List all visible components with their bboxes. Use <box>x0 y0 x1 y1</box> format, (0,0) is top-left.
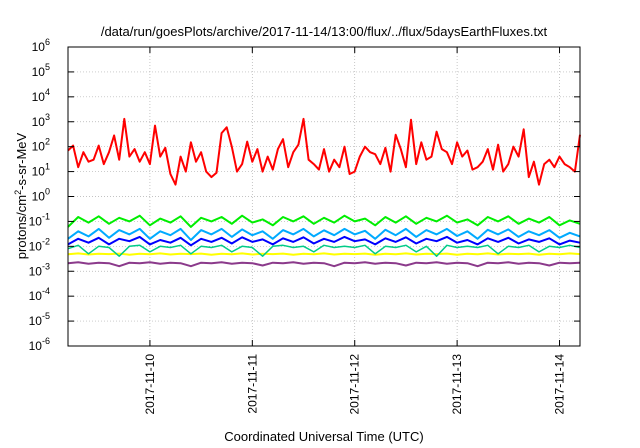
y-tick-label: 101 <box>32 162 50 179</box>
y-tick-label: 102 <box>32 137 50 154</box>
x-axis-ticks: 2017-11-10 2017-11-11 2017-11-12 2017-11-13… <box>143 47 567 415</box>
y-tick-label-base: 10 <box>29 339 43 353</box>
y-tick-label-exponent: -1 <box>42 211 50 221</box>
x-tick-label: 2017-11-13 <box>450 354 464 415</box>
y-tick-label-exponent: -3 <box>42 261 50 271</box>
y-tick-label: 10-4 <box>29 286 50 303</box>
y-tick-label-base: 10 <box>29 214 43 228</box>
y-tick-label-exponent: 5 <box>45 62 50 72</box>
y-tick-label: 10-2 <box>29 236 50 253</box>
y-tick-label-base: 10 <box>32 40 46 54</box>
y-tick-label: 103 <box>32 112 50 129</box>
x-tick-label: 2017-11-11 <box>245 354 259 414</box>
series-line-5 <box>67 244 581 257</box>
series-layer <box>67 117 581 268</box>
y-tick-label-base: 10 <box>29 289 43 303</box>
y-tick-label: 10-1 <box>29 211 50 228</box>
y-axis-label: protons/cm2-s-sr-MeV <box>13 132 29 259</box>
y-axis-label-rest: -s-sr-MeV <box>14 132 29 189</box>
series-line-1 <box>67 117 581 186</box>
y-tick-label-exponent: -2 <box>42 236 50 246</box>
y-tick-label: 105 <box>32 62 50 79</box>
x-tick-label: 2017-11-12 <box>348 354 362 415</box>
y-tick-label-exponent: -4 <box>42 286 50 296</box>
y-tick-label: 100 <box>32 187 50 204</box>
y-tick-label-base: 10 <box>32 190 46 204</box>
y-tick-label-exponent: 0 <box>45 187 50 197</box>
y-tick-label-base: 10 <box>29 314 43 328</box>
series-line-3 <box>67 227 581 241</box>
series-line-7 <box>67 261 581 268</box>
y-tick-label: 10-6 <box>29 336 50 353</box>
y-tick-label-exponent: -5 <box>42 311 50 321</box>
y-tick-label-base: 10 <box>32 165 46 179</box>
x-axis-label: Coordinated Universal Time (UTC) <box>224 429 423 444</box>
y-tick-label-exponent: 2 <box>45 137 50 147</box>
series-line-6 <box>67 252 581 256</box>
y-tick-label-exponent: 1 <box>45 162 50 172</box>
y-tick-label: 104 <box>32 87 50 104</box>
series-line-2 <box>67 214 581 228</box>
x-tick-label: 2017-11-14 <box>553 354 567 415</box>
y-tick-label-base: 10 <box>32 65 46 79</box>
y-tick-label-base: 10 <box>32 90 46 104</box>
y-tick-label-base: 10 <box>29 239 43 253</box>
y-axis-label-base: protons/cm <box>14 195 29 259</box>
y-tick-label-exponent: 4 <box>45 87 50 97</box>
y-tick-label-base: 10 <box>32 115 46 129</box>
y-tick-label: 106 <box>32 37 50 54</box>
series-line-4 <box>67 235 581 247</box>
grid-lines <box>68 47 580 346</box>
y-axis-ticks: 10-610-510-410-310-210-11001011021031041… <box>29 37 580 353</box>
chart-title: /data/run/goesPlots/archive/2017-11-14/1… <box>101 24 548 39</box>
y-tick-label: 10-3 <box>29 261 50 278</box>
y-tick-label-base: 10 <box>29 264 43 278</box>
y-tick-label: 10-5 <box>29 311 50 328</box>
y-tick-label-exponent: 6 <box>45 37 50 47</box>
y-tick-label-exponent: 3 <box>45 112 50 122</box>
y-tick-label-exponent: -6 <box>42 336 50 346</box>
x-tick-label: 2017-11-10 <box>143 354 157 415</box>
y-axis-label-superscript: 2 <box>13 190 23 195</box>
y-tick-label-base: 10 <box>32 140 46 154</box>
